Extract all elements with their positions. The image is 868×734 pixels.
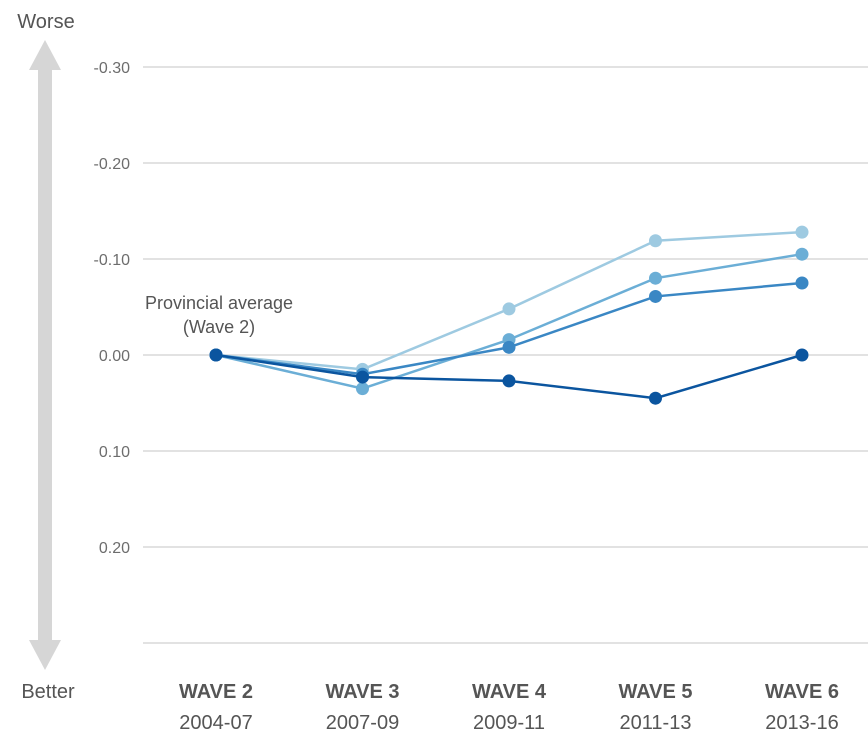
- data-point: [649, 289, 662, 303]
- direction-arrow: [29, 40, 61, 670]
- y-tick-label: 0.00: [99, 348, 130, 365]
- series-group: [209, 225, 809, 405]
- y-axis-tick-labels: -0.30 -0.20 -0.10 0.00 0.10 0.20: [94, 60, 131, 557]
- data-point: [356, 370, 369, 384]
- y-tick-label: -0.10: [94, 252, 131, 269]
- data-point: [795, 247, 809, 261]
- data-point: [649, 271, 662, 285]
- series-4: [209, 348, 809, 405]
- direction-top-label: Worse: [17, 11, 74, 33]
- data-point: [649, 234, 662, 248]
- data-point: [209, 348, 223, 362]
- gridlines: [143, 66, 868, 644]
- data-point: [649, 391, 662, 405]
- direction-bottom-label: Better: [21, 681, 75, 703]
- data-point: [502, 374, 516, 388]
- y-tick-label: 0.10: [99, 444, 130, 461]
- y-tick-label: -0.30: [94, 60, 131, 77]
- data-point: [356, 382, 369, 396]
- x-category-name: WAVE 5: [618, 681, 692, 703]
- data-point: [795, 348, 809, 362]
- data-point: [502, 302, 516, 316]
- data-point: [502, 340, 516, 354]
- x-category-name: WAVE 2: [179, 681, 253, 703]
- series-2: [209, 247, 809, 396]
- x-axis-labels: WAVE 2 2004-07 WAVE 3 2007-09 WAVE 4 2009-11 W…: [179, 681, 839, 734]
- x-category-period: 2013-16: [765, 712, 838, 734]
- annotation-provincial-average: Provincial average (Wave 2): [145, 293, 293, 337]
- x-category-period: 2007-09: [326, 712, 399, 734]
- x-category-name: WAVE 6: [765, 681, 839, 703]
- x-category-period: 2011-13: [620, 712, 692, 734]
- x-category-name: WAVE 4: [472, 681, 547, 703]
- y-tick-label: 0.20: [99, 540, 130, 557]
- x-category-name: WAVE 3: [325, 681, 399, 703]
- data-point: [795, 276, 809, 290]
- y-tick-label: -0.20: [94, 156, 131, 173]
- series-line: [215, 281, 803, 376]
- annotation-line-2: (Wave 2): [183, 317, 255, 337]
- series-3: [209, 276, 809, 381]
- x-category-period: 2009-11: [473, 712, 545, 734]
- x-category-period: 2004-07: [179, 712, 252, 734]
- annotation-line-1: Provincial average: [145, 293, 293, 313]
- data-point: [795, 225, 809, 239]
